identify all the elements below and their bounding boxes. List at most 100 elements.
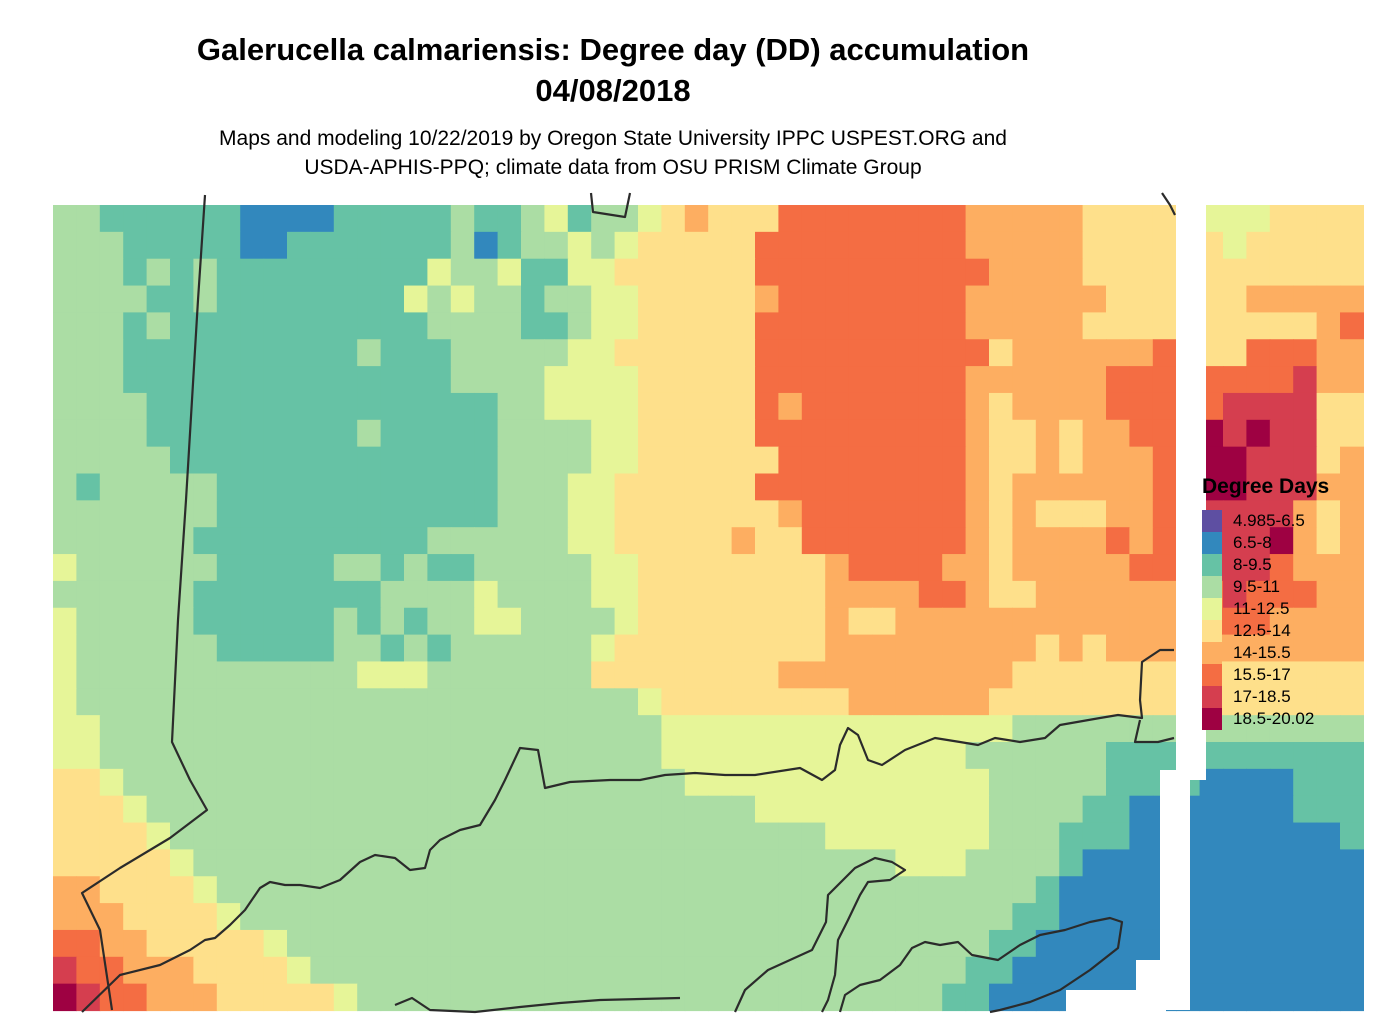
raster-cell: [427, 849, 452, 877]
raster-cell: [1223, 742, 1247, 770]
raster-cell: [731, 554, 756, 582]
raster-cell: [170, 205, 194, 233]
raster-cell: [544, 903, 569, 931]
raster-cell: [310, 607, 335, 636]
raster-cell: [731, 929, 756, 958]
raster-cell: [1035, 419, 1060, 448]
raster-cell: [240, 258, 265, 287]
raster-cell: [567, 715, 592, 743]
raster-cell: [99, 231, 124, 260]
raster-cell: [942, 580, 967, 609]
raster-cell: [216, 392, 241, 421]
raster-cell: [357, 339, 382, 367]
state-boundary-north-a: [589, 192, 632, 219]
raster-cell: [872, 419, 896, 448]
raster-cell: [918, 795, 943, 824]
raster-cell: [333, 715, 358, 743]
raster-cell: [1059, 392, 1084, 421]
raster-cell: [567, 607, 592, 636]
raster-cell: [708, 231, 733, 260]
raster-cell: [755, 366, 779, 394]
raster-cell: [1059, 822, 1084, 850]
raster-cell: [1223, 634, 1247, 663]
raster-cell: [287, 903, 311, 931]
state-boundary-north-b: [1161, 192, 1176, 216]
raster-cell: [614, 554, 639, 582]
raster-cell: [310, 768, 335, 797]
raster-cell: [357, 929, 382, 958]
raster-cell: [333, 231, 358, 260]
raster-cell: [918, 473, 943, 501]
raster-cell: [146, 661, 171, 689]
raster-cell: [989, 876, 1013, 904]
raster-cell: [287, 983, 311, 1012]
raster-cell: [1152, 742, 1177, 770]
raster-cell: [544, 580, 569, 609]
raster-cell: [614, 419, 639, 448]
raster-cell: [708, 473, 733, 501]
raster-cell: [521, 661, 545, 689]
raster-cell: [1012, 580, 1037, 609]
raster-cell: [1129, 392, 1154, 421]
raster-cell: [216, 929, 241, 958]
state-boundary-west: [80, 194, 209, 1011]
raster-cell: [801, 876, 826, 904]
raster-cell: [53, 554, 77, 582]
raster-cell: [497, 661, 522, 689]
raster-cell: [918, 876, 943, 904]
raster-cell: [357, 956, 382, 985]
raster-cell: [1316, 366, 1341, 394]
raster-cell: [731, 661, 756, 689]
raster-cell: [1152, 500, 1177, 528]
raster-cell: [216, 983, 241, 1012]
raster-cell: [918, 392, 943, 421]
raster-cell: [778, 580, 803, 609]
raster-cell: [497, 688, 522, 716]
raster-cell: [287, 822, 311, 850]
raster-cell: [731, 500, 756, 528]
raster-cell: [450, 661, 475, 689]
raster-cell: [357, 231, 382, 260]
raster-cell: [1129, 607, 1154, 636]
raster-cell: [1035, 366, 1060, 394]
raster-cell: [731, 768, 756, 797]
legend-swatch: [1202, 510, 1222, 532]
legend-swatch: [1202, 686, 1222, 708]
raster-cell: [1269, 285, 1294, 313]
raster-cell: [1012, 795, 1037, 824]
raster-cell: [287, 527, 311, 555]
shoreline-south: [81, 648, 1174, 1013]
raster-cell: [76, 392, 101, 421]
raster-cell: [404, 527, 428, 555]
raster-cell: [474, 768, 499, 797]
raster-cell: [263, 661, 288, 689]
raster-cell: [544, 715, 569, 743]
raster-cell: [287, 366, 311, 394]
raster-cell: [661, 258, 686, 287]
raster-cell: [848, 634, 873, 663]
raster-cell: [240, 688, 265, 716]
raster-cell: [661, 392, 686, 421]
raster-cell: [380, 929, 405, 958]
raster-cell: [1082, 231, 1107, 260]
raster-cell: [1012, 258, 1037, 287]
raster-cell: [778, 715, 803, 743]
raster-cell: [357, 768, 382, 797]
raster-cell: [427, 285, 452, 313]
raster-cell: [53, 231, 77, 260]
raster-cell: [755, 580, 779, 609]
raster-cell: [99, 822, 124, 850]
raster-cell: [1012, 527, 1037, 555]
raster-cell: [216, 366, 241, 394]
raster-cell: [989, 231, 1013, 260]
raster-cell: [427, 742, 452, 770]
raster-cell: [1246, 742, 1271, 770]
raster-cell: [801, 205, 826, 233]
raster-cell: [123, 446, 148, 475]
raster-cell: [427, 607, 452, 636]
raster-cell: [708, 446, 733, 475]
raster-cell: [942, 876, 967, 904]
raster-cell: [544, 231, 569, 260]
raster-cell: [216, 822, 241, 850]
raster-cell: [1223, 929, 1247, 958]
